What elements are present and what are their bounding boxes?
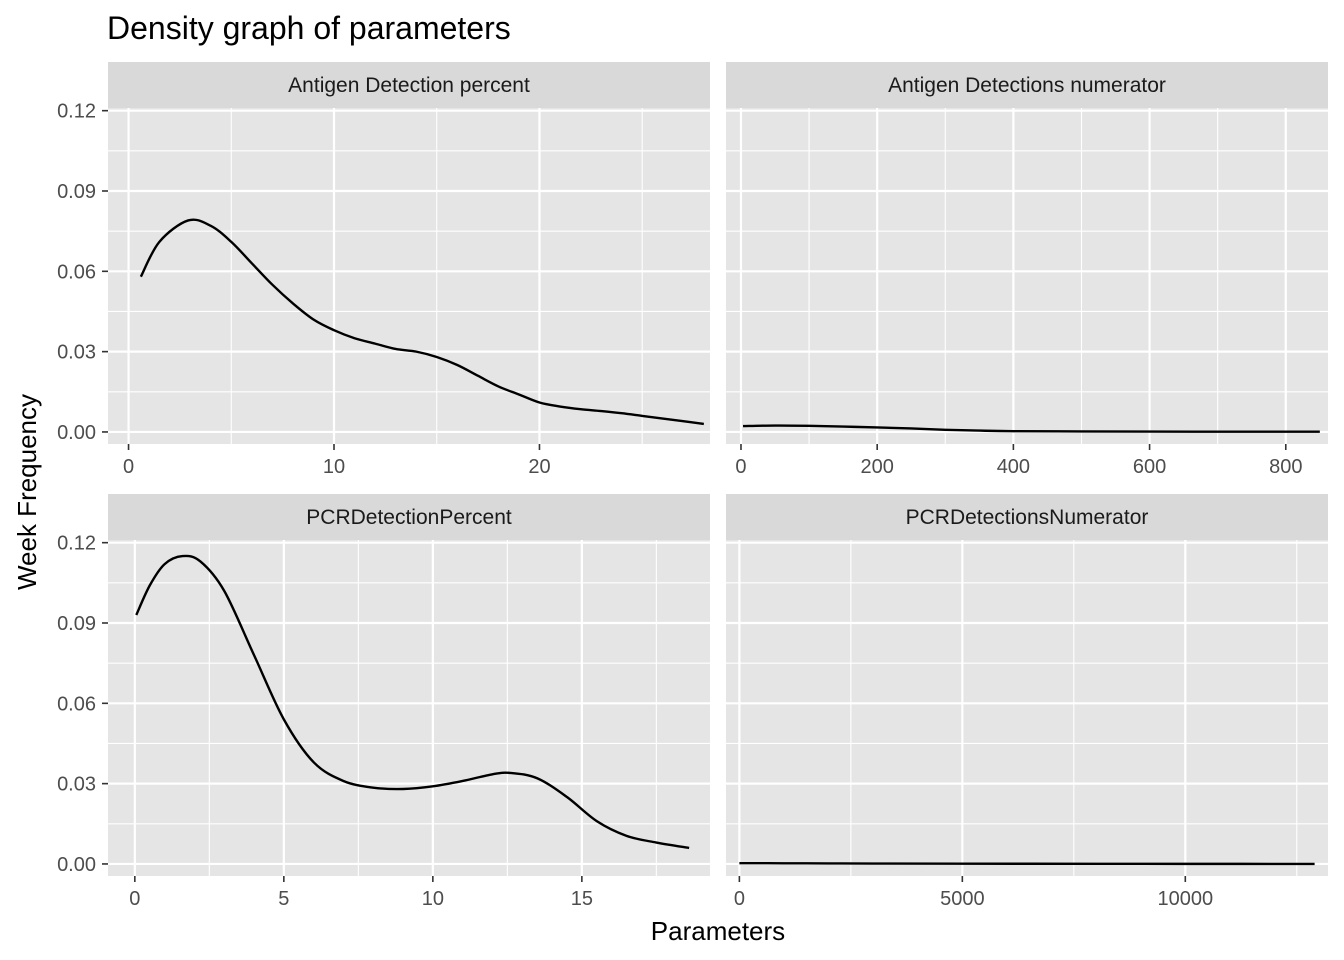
x-tick-label: 800 bbox=[1269, 456, 1302, 478]
panel-background bbox=[108, 540, 710, 876]
x-tick-label: 20 bbox=[528, 456, 550, 478]
x-tick-label: 5 bbox=[278, 888, 289, 910]
x-tick-label: 10 bbox=[323, 456, 345, 478]
facet-strip bbox=[726, 62, 1328, 108]
facet-panels: Antigen Detection percent 0 10 20 0.00 0.03 0.… bbox=[57, 62, 1328, 910]
x-tick-label: 0 bbox=[734, 888, 745, 910]
x-tick-label: 10 bbox=[422, 888, 444, 910]
y-tick-label: 0.12 bbox=[57, 101, 96, 123]
facet-strip bbox=[726, 494, 1328, 540]
y-tick-label: 0.03 bbox=[57, 774, 96, 796]
facet-strip-label: PCRDetectionsNumerator bbox=[906, 506, 1149, 529]
density-line bbox=[139, 218, 704, 426]
y-tick-label: 0.00 bbox=[57, 422, 96, 444]
x-tick-label: 0 bbox=[123, 456, 134, 478]
facet-pcrdetectionpercent: PCRDetectionPercent 0 5 10 15 0.00 0.03 0.06 0.0… bbox=[57, 494, 710, 910]
density-line bbox=[135, 554, 690, 850]
x-tick-label: 0 bbox=[735, 456, 746, 478]
panel-background bbox=[726, 108, 1328, 444]
facet-antigen-detections-numerator: Antigen Detections numerator 0 200 400 600 80… bbox=[726, 62, 1328, 478]
facet-strip bbox=[108, 62, 710, 108]
facet-strip-label: Antigen Detection percent bbox=[288, 74, 530, 97]
y-tick-label: 0.09 bbox=[57, 181, 96, 203]
y-tick-label: 0.03 bbox=[57, 342, 96, 364]
y-tick-label: 0.06 bbox=[57, 261, 96, 283]
facet-strip bbox=[108, 494, 710, 540]
y-tick-label: 0.00 bbox=[57, 854, 96, 876]
y-tick-label: 0.09 bbox=[57, 613, 96, 635]
x-tick-label: 5000 bbox=[940, 888, 985, 910]
x-tick-label: 400 bbox=[997, 456, 1030, 478]
y-tick-label: 0.12 bbox=[57, 533, 96, 555]
facet-strip-label: PCRDetectionPercent bbox=[306, 506, 512, 529]
facet-antigen-detection-percent: Antigen Detection percent 0 10 20 0.00 0.03 0.… bbox=[57, 62, 710, 478]
y-axis-title: Week Frequency bbox=[12, 394, 42, 590]
y-tick-label: 0.06 bbox=[57, 693, 96, 715]
facet-pcrdetectionsnumerator: PCRDetectionsNumerator 0 5000 10000 bbox=[726, 494, 1328, 910]
x-tick-label: 10000 bbox=[1157, 888, 1213, 910]
panel-background bbox=[726, 540, 1328, 876]
panel-background bbox=[108, 108, 710, 444]
x-tick-label: 0 bbox=[129, 888, 140, 910]
x-tick-label: 600 bbox=[1133, 456, 1166, 478]
x-tick-label: 15 bbox=[571, 888, 593, 910]
facet-strip-label: Antigen Detections numerator bbox=[888, 74, 1166, 97]
chart-title: Density graph of parameters bbox=[107, 10, 511, 46]
density-line bbox=[739, 861, 1315, 866]
density-line bbox=[742, 424, 1320, 433]
x-tick-label: 200 bbox=[860, 456, 893, 478]
x-axis-title: Parameters bbox=[651, 916, 785, 946]
